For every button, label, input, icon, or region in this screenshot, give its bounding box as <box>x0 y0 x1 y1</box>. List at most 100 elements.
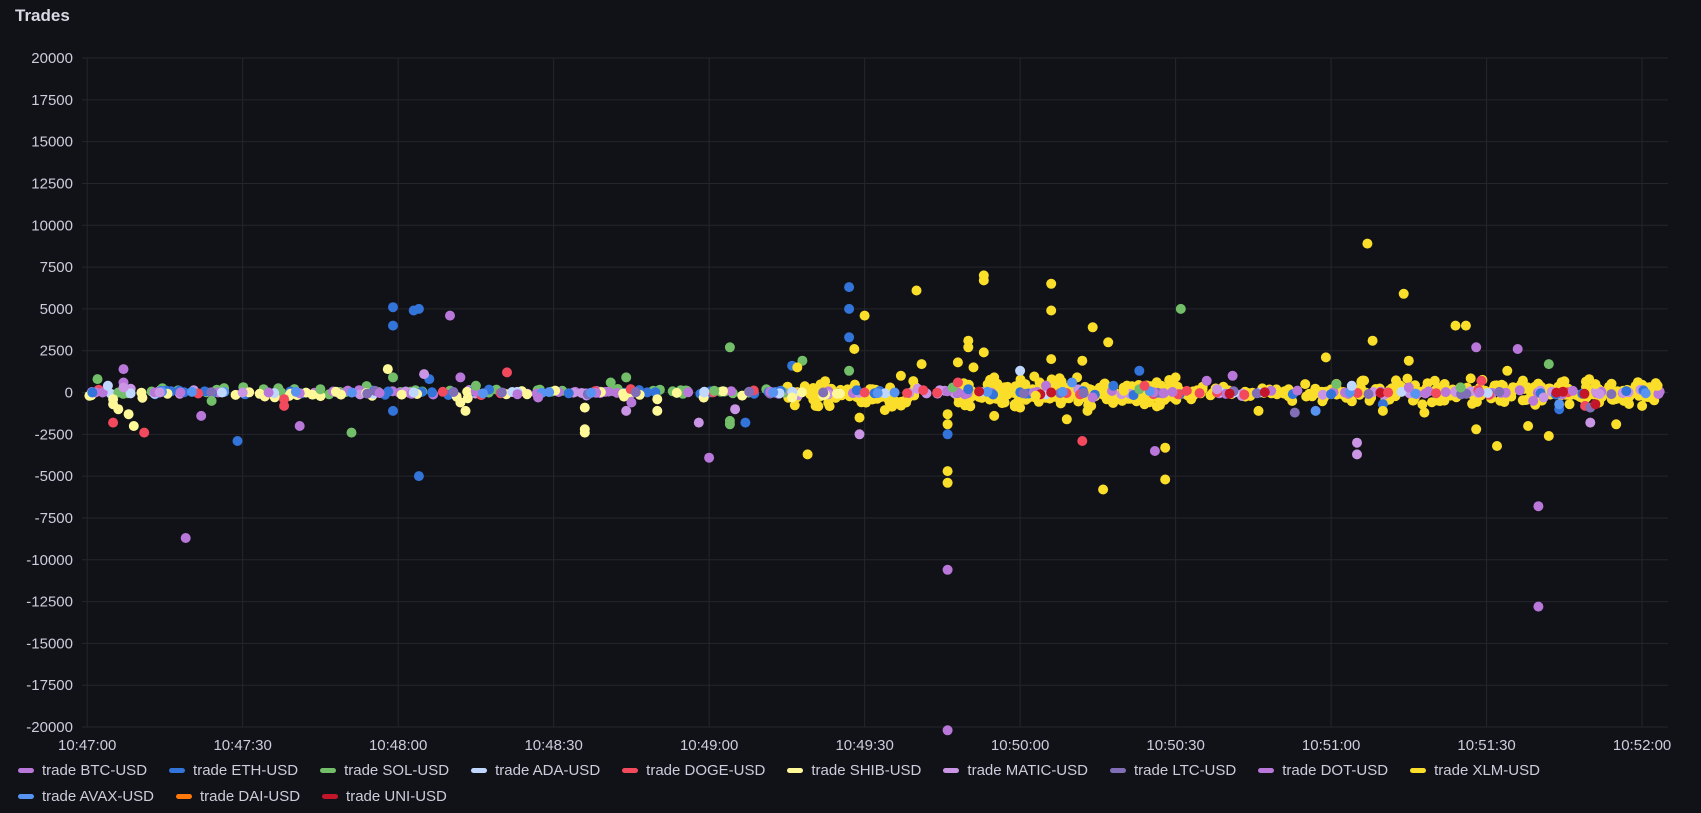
x-tick-label: 10:49:00 <box>680 737 738 754</box>
point-eth-usd <box>427 387 437 398</box>
point-uni-usd <box>1046 387 1057 398</box>
x-tick-label: 10:48:00 <box>369 737 427 754</box>
point-ltc-usd <box>744 386 755 397</box>
point-avax-usd <box>889 387 900 398</box>
legend-item-btc-usd[interactable]: trade BTC-USD <box>18 762 147 779</box>
point-ltc-usd <box>818 387 829 398</box>
legend-swatch <box>169 768 186 773</box>
point-shib-usd <box>796 387 807 398</box>
legend-label: trade AVAX-USD <box>42 788 154 805</box>
point-matic-usd <box>730 404 741 415</box>
point-eth-usd <box>844 282 855 293</box>
point-sol-usd <box>709 385 720 396</box>
point-uni-usd <box>1259 387 1270 398</box>
point-btc-usd <box>512 389 523 400</box>
legend-item-ltc-usd[interactable]: trade LTC-USD <box>1109 762 1236 779</box>
point-doge-usd <box>902 388 913 399</box>
point-xlm-usd <box>1160 442 1171 453</box>
point-btc-usd <box>1533 501 1544 512</box>
legend-item-eth-usd[interactable]: trade ETH-USD <box>169 762 298 779</box>
legend-item-sol-usd[interactable]: trade SOL-USD <box>320 762 449 779</box>
point-ltc-usd <box>1018 388 1029 399</box>
point-avax-usd <box>982 386 993 397</box>
point-xlm-usd <box>1186 394 1197 405</box>
point-matic-usd <box>693 417 704 428</box>
legend-item-ada-usd[interactable]: trade ADA-USD <box>471 762 600 779</box>
point-sol-usd <box>1543 359 1554 370</box>
point-xlm-usd <box>1253 405 1264 416</box>
legend-swatch <box>18 794 34 799</box>
point-sol-usd <box>346 427 357 438</box>
legend-swatch <box>176 794 192 799</box>
point-xlm-usd <box>1052 379 1063 390</box>
point-ada-usd <box>1015 365 1026 376</box>
point-matic-usd <box>854 429 865 440</box>
y-tick-label: -20000 <box>26 719 73 736</box>
legend-swatch <box>18 768 34 773</box>
point-shib-usd <box>336 389 346 400</box>
point-btc-usd <box>118 364 129 375</box>
point-eth-usd <box>1108 380 1119 391</box>
point-eth-usd <box>844 303 855 314</box>
point-xlm-usd <box>963 342 974 353</box>
point-xlm-usd <box>854 412 865 423</box>
panel-title: Trades <box>15 6 70 25</box>
point-btc-usd <box>1227 370 1238 381</box>
point-eth-usd <box>413 303 424 314</box>
scatter-plot: 20000 17500 15000 12500 10000 7500 5000 2500 0 -2… <box>26 50 1671 754</box>
legend-item-doge-usd[interactable]: trade DOGE-USD <box>622 762 765 779</box>
legend-item-shib-usd[interactable]: trade SHIB-USD <box>787 762 921 779</box>
y-tick-label: 10000 <box>31 217 73 234</box>
point-sol-usd <box>844 365 855 376</box>
point-xlm-usd <box>849 344 860 354</box>
point-xlm-usd <box>823 397 834 408</box>
point-xlm-usd <box>1020 379 1031 390</box>
point-ada-usd <box>408 387 419 398</box>
point-eth-usd <box>413 471 424 482</box>
point-btc-usd <box>1403 382 1414 393</box>
point-matic-usd <box>1212 384 1223 395</box>
point-xlm-usd <box>1118 385 1129 396</box>
legend-item-xlm-usd[interactable]: trade XLM-USD <box>1410 762 1540 779</box>
point-xlm-usd <box>879 405 890 416</box>
point-doge-usd <box>1077 436 1088 446</box>
y-tick-label: -5000 <box>35 468 73 485</box>
point-matic-usd <box>154 387 165 398</box>
point-dot-usd <box>1292 385 1303 396</box>
point-xlm-usd <box>956 396 967 407</box>
point-xlm-usd <box>942 419 953 430</box>
legend-swatch <box>471 768 488 773</box>
data-points <box>84 238 1665 736</box>
point-eth-usd <box>1134 365 1145 376</box>
legend-item-matic-usd[interactable]: trade MATIC-USD <box>943 762 1088 779</box>
point-ltc-usd <box>630 387 641 398</box>
point-shib-usd <box>831 388 842 399</box>
point-shib-usd <box>652 394 663 405</box>
point-xlm-usd <box>1046 305 1057 316</box>
point-ada-usd <box>1346 380 1357 391</box>
point-xlm-usd <box>1046 354 1057 365</box>
point-xlm-usd <box>1523 421 1534 431</box>
legend-swatch <box>622 768 639 773</box>
legend-item-dot-usd[interactable]: trade DOT-USD <box>1258 762 1388 779</box>
point-matic-usd <box>1594 389 1605 399</box>
point-xlm-usd <box>1030 390 1041 401</box>
y-tick-label: 12500 <box>31 175 73 192</box>
point-xlm-usd <box>1077 355 1088 366</box>
point-avax-usd <box>478 388 488 399</box>
point-avax-usd <box>1554 399 1565 410</box>
legend-item-dai-usd[interactable]: trade DAI-USD <box>176 788 300 805</box>
point-ada-usd <box>699 387 710 398</box>
legend-label: trade SOL-USD <box>344 762 450 779</box>
point-xlm-usd <box>952 357 963 368</box>
legend-item-uni-usd[interactable]: trade UNI-USD <box>322 788 447 805</box>
legend-item-avax-usd[interactable]: trade AVAX-USD <box>18 788 154 805</box>
point-shib-usd <box>460 405 471 416</box>
point-shib-usd <box>113 404 124 415</box>
x-tick-label: 10:50:30 <box>1146 737 1204 754</box>
point-btc-usd <box>1514 385 1525 396</box>
point-sol-usd <box>724 419 735 430</box>
point-matic-usd <box>1317 389 1328 400</box>
point-xlm-usd <box>1429 375 1440 386</box>
point-btc-usd <box>455 372 466 383</box>
